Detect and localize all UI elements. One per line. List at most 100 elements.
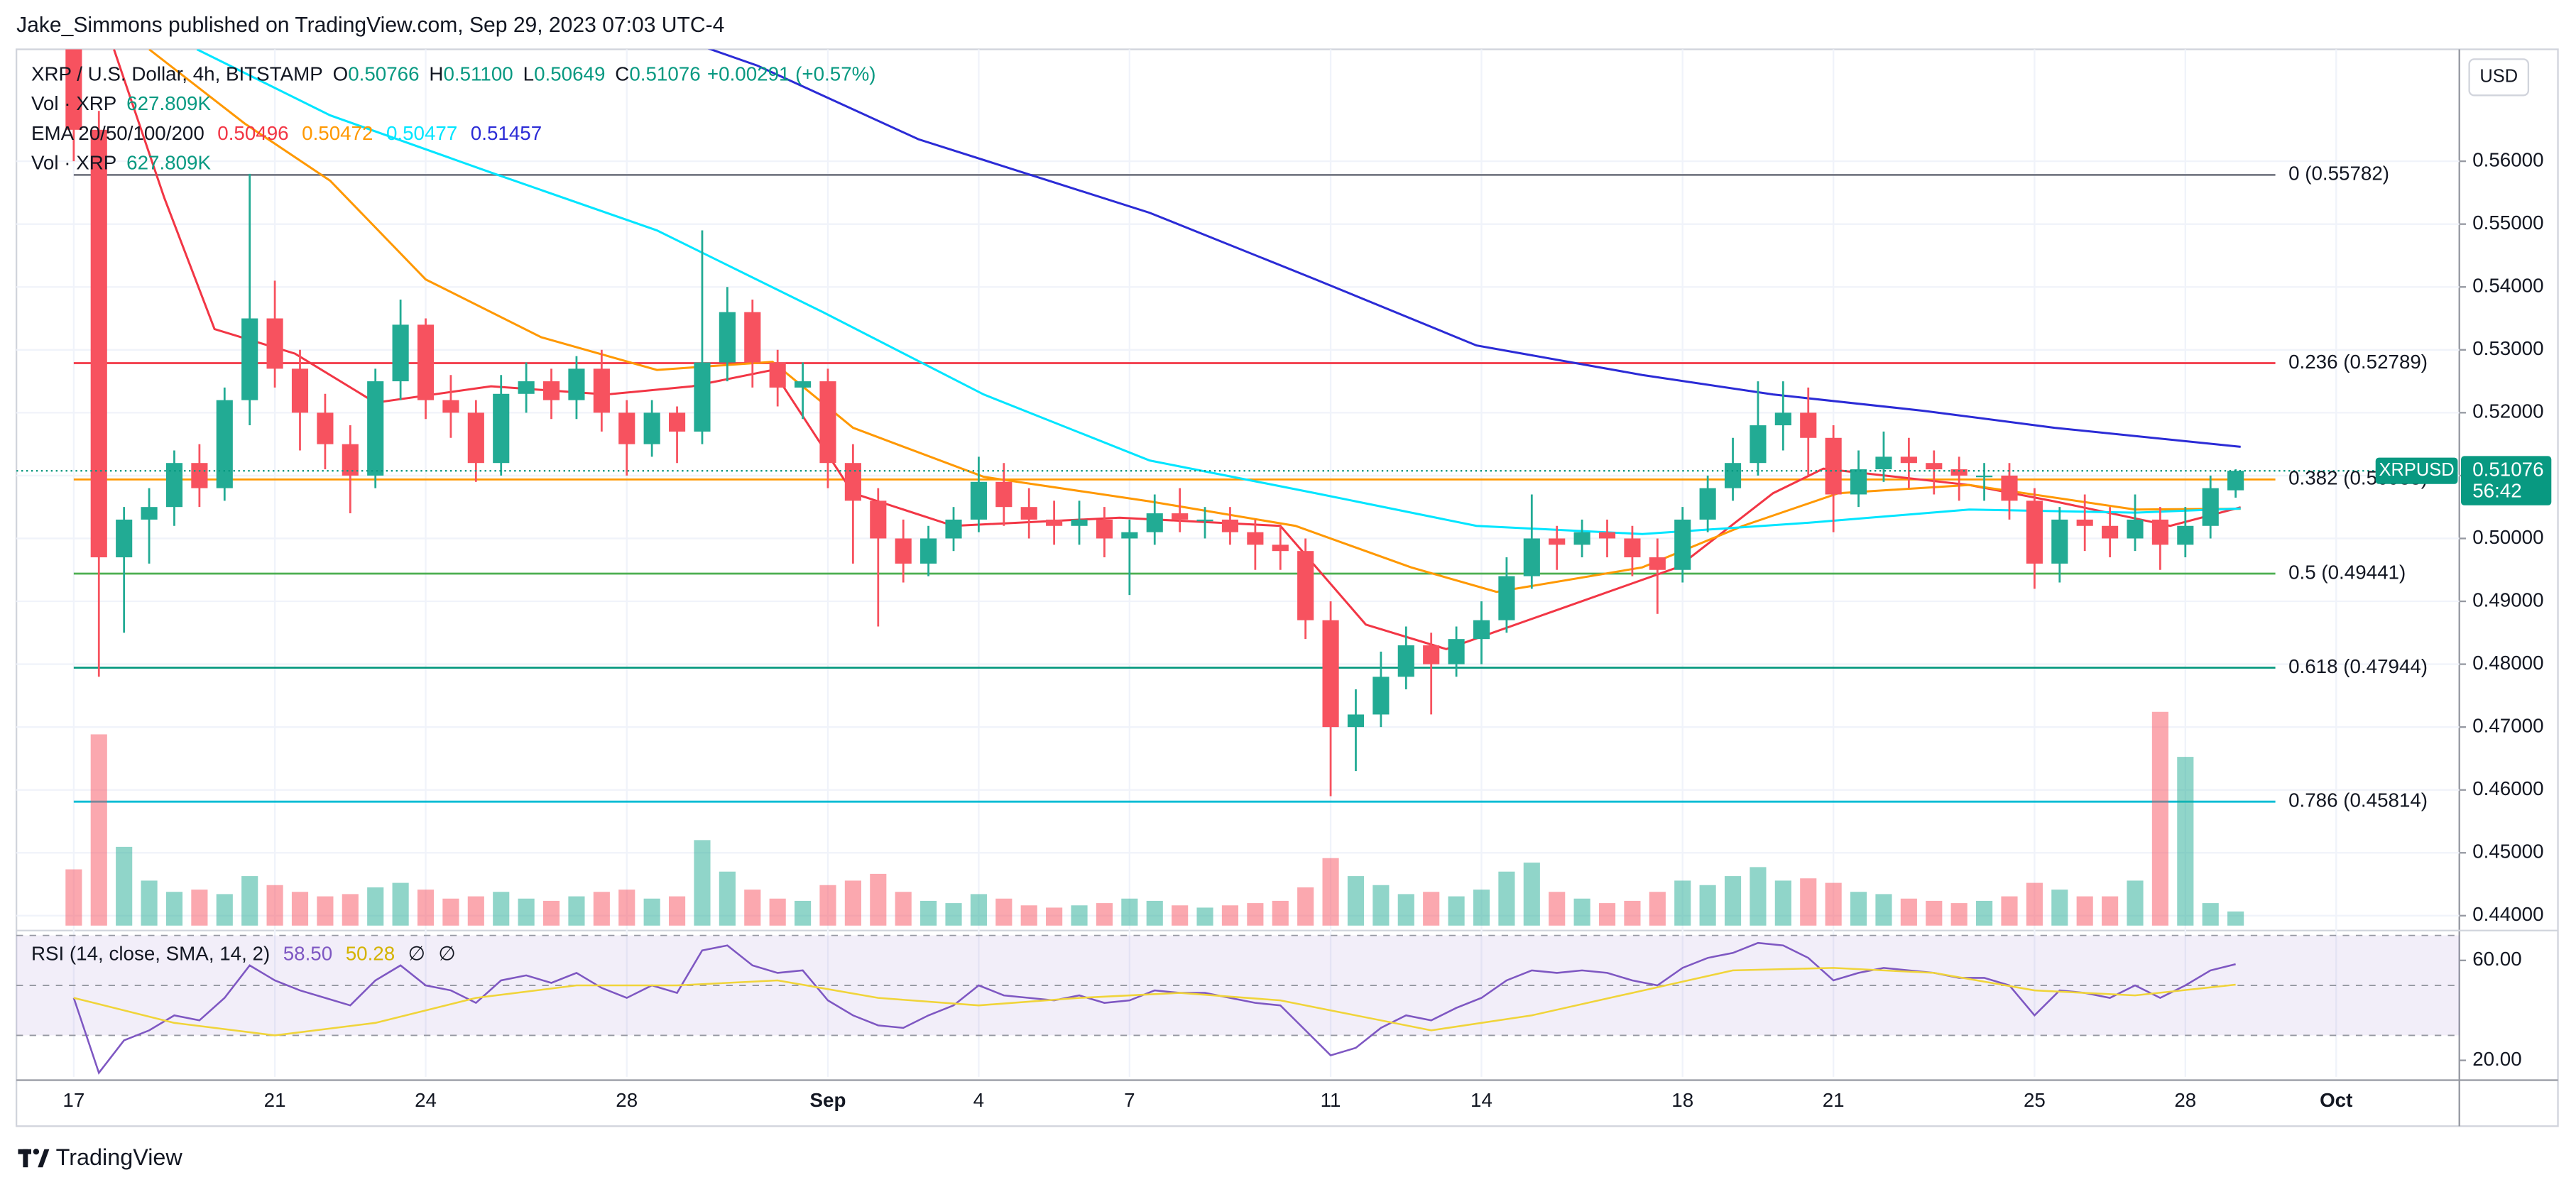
candle-body xyxy=(1549,538,1566,545)
candle-body xyxy=(1020,507,1037,520)
candle-body xyxy=(1950,469,1968,476)
price-tag-countdown: 56:42 xyxy=(2472,480,2521,502)
candle-body xyxy=(970,481,987,520)
fib-label: 0.786 (0.45814) xyxy=(2288,789,2428,811)
candle-body xyxy=(920,538,937,564)
candle-body xyxy=(1096,519,1113,539)
candle-body xyxy=(593,368,610,413)
candle-body xyxy=(1573,532,1590,545)
volume-bar xyxy=(2076,896,2093,926)
y-tick-label: 0.52000 xyxy=(2472,400,2543,422)
volume-bar xyxy=(367,887,384,926)
volume-bar xyxy=(90,734,107,926)
x-tick-label: 25 xyxy=(2024,1089,2046,1111)
volume-bar xyxy=(568,896,585,926)
candle-body xyxy=(1750,425,1767,464)
candle-body xyxy=(165,463,183,508)
y-tick-label: 0.56000 xyxy=(2472,148,2543,170)
legend-item: +0.00291 (+0.57%) xyxy=(707,63,876,85)
y-tick-label: 0.45000 xyxy=(2472,841,2543,863)
rsi-pane xyxy=(72,941,2236,1075)
legend-item: L xyxy=(523,63,534,85)
candle-body xyxy=(2001,475,2018,501)
volume-bar xyxy=(342,894,359,926)
candle-body xyxy=(1322,620,1339,728)
volume-bar xyxy=(417,890,435,926)
volume-bar xyxy=(795,900,812,926)
legend-row: EMA 20/50/100/200 0.50496 0.50472 0.50477 0.… xyxy=(31,122,542,144)
legend-row: Vol · XRP 627.809K xyxy=(31,93,212,115)
volume-bar xyxy=(1146,900,1163,926)
volume-bar xyxy=(442,898,459,926)
volume-bar xyxy=(116,846,133,926)
candle-body xyxy=(1121,532,1138,539)
volume-bar xyxy=(2026,882,2043,926)
candle-body xyxy=(1046,519,1063,526)
volume-bar xyxy=(2001,896,2018,926)
candle-body xyxy=(1926,463,1943,470)
volume-bar xyxy=(1674,880,1691,926)
candle-body xyxy=(668,412,686,432)
volume-bar xyxy=(1598,903,1616,926)
x-tick-label: 17 xyxy=(62,1089,84,1111)
candle-body xyxy=(317,412,334,444)
legend-item: 0.50472 xyxy=(302,122,373,144)
candle-body xyxy=(1598,532,1616,539)
volume-bar xyxy=(1046,907,1063,926)
frame xyxy=(15,48,2559,1127)
candle-body xyxy=(1397,645,1414,677)
candle-body xyxy=(1674,519,1691,570)
volume-bar xyxy=(819,885,836,926)
candle-body xyxy=(1649,557,1666,570)
candle-body xyxy=(769,362,786,388)
volume-bar xyxy=(1549,892,1566,926)
candle-body xyxy=(844,463,861,501)
volume-bar xyxy=(694,840,711,926)
volume-bar xyxy=(2102,896,2119,926)
rsi-sma-line xyxy=(73,967,2236,1036)
fib-label: 0 (0.55782) xyxy=(2288,163,2389,185)
x-tick-label: 21 xyxy=(1823,1089,1845,1111)
candle-body xyxy=(1247,532,1264,545)
volume-bar xyxy=(1976,900,1993,926)
x-tick-label: 4 xyxy=(973,1089,984,1111)
ema-line xyxy=(707,49,2241,448)
candle-body xyxy=(65,49,82,130)
candle-body xyxy=(568,368,585,400)
volume-bar xyxy=(165,892,183,926)
candle-body xyxy=(1699,488,1716,520)
volume-bar xyxy=(467,896,484,926)
symbol-tag xyxy=(2375,457,2458,484)
rsi-tick-label: 60.00 xyxy=(2472,948,2521,970)
symbol-tag-label: XRPUSD xyxy=(2379,460,2455,480)
legend-item: H xyxy=(429,63,443,85)
y-tick-label: 0.48000 xyxy=(2472,652,2543,674)
candle-body xyxy=(1221,519,1239,532)
volume-bar xyxy=(1071,905,1088,926)
x-tick-label: Oct xyxy=(2320,1089,2352,1111)
legend-item: EMA 20/50/100/200 xyxy=(31,122,204,144)
volume-bar xyxy=(995,898,1013,926)
legend-row: RSI (14, close, SMA, 14, 2) 58.50 50.28 ∅ ∅ xyxy=(31,943,456,965)
volume-bar xyxy=(1247,903,1264,926)
volume-bar xyxy=(1473,890,1490,926)
main-pane xyxy=(16,49,2460,926)
legend-item: ∅ xyxy=(438,943,455,965)
y-tick-label: 0.54000 xyxy=(2472,275,2543,297)
rsi-band-fill xyxy=(16,935,2460,1036)
candle-body xyxy=(542,381,560,400)
legend-item: C xyxy=(615,63,629,85)
candle-body xyxy=(1800,412,1817,438)
candle-body xyxy=(1724,463,1742,488)
volume-bar xyxy=(141,880,158,926)
candle-body xyxy=(1624,538,1641,558)
candle-body xyxy=(1523,538,1540,576)
candle-body xyxy=(116,519,133,558)
volume-bar xyxy=(2227,911,2244,926)
candle-body xyxy=(417,324,435,400)
ema-line xyxy=(196,49,2241,535)
volume-bar xyxy=(668,896,686,926)
volume-bar xyxy=(1800,878,1817,926)
legend-item: 0.50766 xyxy=(348,63,419,85)
